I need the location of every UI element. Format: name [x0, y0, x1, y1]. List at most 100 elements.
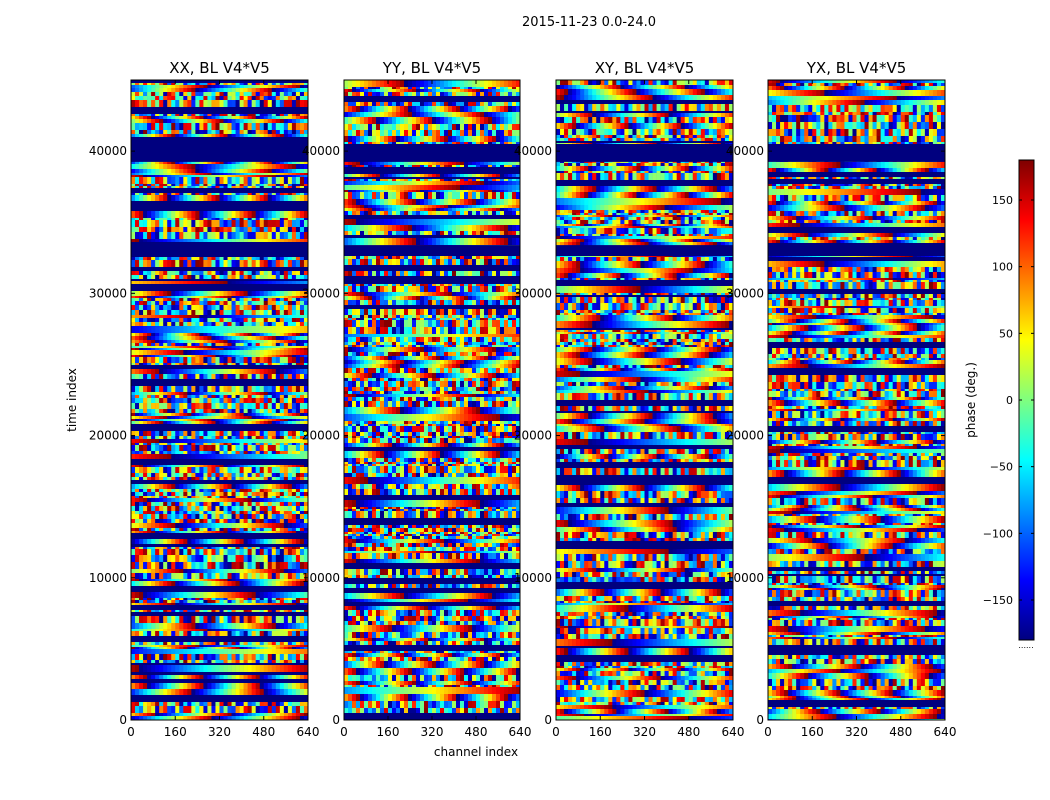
heatmap-cell — [303, 598, 308, 600]
heatmap-cell — [171, 477, 176, 480]
heatmap-cell — [287, 195, 293, 201]
heatmap-cell — [143, 484, 148, 489]
heatmap-cell — [255, 511, 261, 514]
heatmap-cell — [183, 579, 188, 581]
heatmap-cell — [259, 239, 265, 242]
heatmap-cell — [147, 398, 152, 403]
heatmap-cell — [223, 134, 228, 137]
heatmap-cell — [139, 291, 144, 296]
heatmap-cell — [247, 184, 252, 186]
heatmap-cell — [295, 116, 301, 119]
heatmap-cell — [287, 395, 293, 398]
heatmap-cell — [135, 395, 140, 398]
heatmap-cell — [215, 549, 220, 555]
heatmap-cell — [143, 598, 148, 600]
heatmap-cell — [163, 83, 168, 85]
heatmap-cell — [227, 395, 232, 398]
heatmap-cell — [203, 305, 208, 310]
heatmap-cell — [143, 83, 148, 85]
heatmap-cell — [135, 96, 140, 100]
heatmap-cell — [151, 392, 156, 395]
heatmap-cell — [203, 96, 208, 100]
heatmap-cell — [227, 257, 232, 260]
heatmap-cell — [191, 169, 196, 173]
heatmap-cell — [275, 598, 281, 600]
heatmap-cell — [227, 100, 232, 107]
heatmap-cell — [299, 333, 305, 336]
heatmap-cell — [279, 439, 285, 443]
heatmap-cell — [171, 549, 176, 555]
heatmap-cell — [151, 398, 156, 403]
heatmap-cell — [271, 451, 277, 454]
heatmap-cell — [179, 164, 184, 169]
heatmap-cell — [187, 164, 192, 169]
heatmap-cell — [175, 173, 180, 175]
heatmap-cell — [179, 409, 184, 413]
heatmap-cell — [227, 85, 232, 88]
heatmap-cell — [231, 350, 236, 355]
heatmap-cell — [183, 271, 188, 275]
heatmap-cell — [247, 173, 252, 175]
heatmap-cell — [223, 357, 228, 363]
heatmap-cell — [199, 173, 204, 175]
heatmap-cell — [215, 315, 220, 318]
heatmap-cell — [203, 647, 208, 649]
heatmap-cell — [247, 498, 252, 502]
heatmap-cell — [159, 631, 164, 636]
heatmap-cell — [147, 386, 152, 392]
heatmap-cell — [155, 291, 160, 296]
heatmap-cell — [227, 116, 232, 119]
heatmap-cell — [247, 298, 252, 301]
heatmap-cell — [251, 549, 256, 555]
heatmap-cell — [135, 631, 140, 636]
heatmap-cell — [235, 184, 240, 186]
heatmap-cell — [279, 523, 285, 528]
heatmap-cell — [191, 431, 196, 436]
heatmap-cell — [203, 114, 208, 116]
heatmap-cell — [195, 271, 200, 275]
heatmap-cell — [219, 340, 224, 343]
heatmap-cell — [187, 416, 192, 419]
heatmap-cell — [163, 473, 168, 477]
heatmap-cell — [191, 616, 196, 623]
heatmap-cell — [259, 454, 265, 459]
heatmap-cell — [231, 386, 236, 392]
heatmap-cell — [287, 629, 293, 631]
heatmap-cell — [163, 477, 168, 480]
heatmap-cell — [283, 498, 289, 502]
heatmap-cell — [147, 130, 152, 134]
heatmap-cell — [159, 348, 164, 350]
heatmap-cell — [275, 195, 281, 201]
heatmap-cell — [267, 610, 273, 612]
heatmap-cell — [211, 88, 216, 92]
heatmap-cell — [275, 175, 281, 177]
heatmap-cell — [187, 413, 192, 416]
heatmap-cell — [227, 631, 232, 636]
heatmap-cell — [239, 85, 244, 88]
heatmap-cell — [207, 271, 212, 275]
heatmap-cell — [139, 451, 144, 454]
heatmap-cell — [231, 645, 236, 647]
heatmap-cell — [175, 281, 180, 284]
heatmap-cell — [151, 421, 156, 424]
heatmap-cell — [187, 88, 192, 92]
heatmap-cell — [179, 260, 184, 267]
heatmap-cell — [171, 193, 176, 195]
heatmap-cell — [263, 301, 269, 305]
heatmap-cell — [203, 326, 208, 333]
heatmap-cell — [303, 195, 308, 201]
heatmap-cell — [131, 322, 136, 326]
heatmap-cell — [155, 498, 160, 502]
heatmap-cell — [223, 439, 228, 443]
heatmap-cell — [187, 409, 192, 413]
heatmap-cell — [215, 193, 220, 195]
heatmap-cell — [299, 220, 305, 227]
heatmap-cell — [227, 492, 232, 496]
heatmap-cell — [303, 134, 308, 137]
heatmap-cell — [295, 555, 301, 562]
heatmap-cell — [251, 579, 256, 581]
heatmap-cell — [147, 85, 152, 88]
heatmap-cell — [155, 218, 160, 220]
heatmap-cell — [143, 473, 148, 477]
heatmap-cell — [211, 211, 216, 218]
